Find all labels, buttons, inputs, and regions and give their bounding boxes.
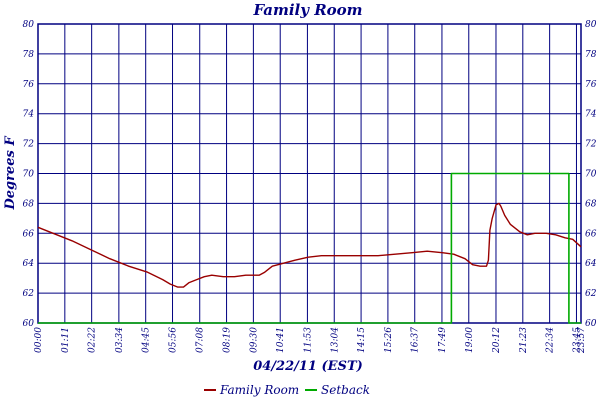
y-tick-label-left: 74: [23, 110, 35, 120]
y-tick-label-right: 66: [585, 229, 597, 239]
x-tick-label: 09:30: [249, 327, 259, 353]
y-tick-label-left: 76: [23, 80, 35, 90]
series-line-family-room: [37, 202, 582, 288]
y-tick-label-right: 64: [585, 259, 597, 269]
y-tick-label-right: 80: [585, 20, 597, 30]
x-tick-label: 15:26: [384, 327, 394, 353]
y-tick-label-left: 68: [23, 199, 35, 209]
y-tick-label-left: 78: [23, 50, 35, 60]
y-tick-label-right: 62: [585, 289, 597, 299]
y-tick-label-left: 80: [23, 20, 35, 30]
y-axis-label: Degrees F: [3, 136, 18, 211]
x-tick-label: 10:41: [276, 327, 286, 353]
x-tick-label: 07:08: [196, 327, 206, 353]
x-axis: 00:00 01:11 02:22 03:34 04:45 05:56 07:08 08:19…: [34, 327, 587, 354]
y-tick-label-left: 70: [23, 170, 35, 180]
y-tick-label-right: 76: [585, 80, 597, 90]
y-tick-label-left: 62: [23, 289, 35, 299]
series-line-setback: [38, 172, 581, 324]
y-tick-label-right: 72: [585, 140, 597, 150]
x-tick-label: 23:57: [577, 327, 587, 354]
x-tick-label: 20:12: [492, 327, 502, 354]
y-tick-label-right: 70: [585, 170, 597, 180]
x-tick-label: 22:34: [546, 327, 556, 354]
y-tick-label-right: 68: [585, 199, 597, 209]
chart-title: Family Room: [252, 1, 362, 19]
x-tick-label: 00:00: [34, 327, 44, 353]
grid: [38, 24, 581, 323]
x-tick-label: 05:56: [169, 327, 179, 353]
x-axis-label: 04/22/11 (EST): [253, 359, 363, 374]
x-tick-label: 17:49: [438, 327, 448, 353]
y-axis-left: 60 62 64 66 68 70 72 74 76 78 80: [23, 20, 35, 329]
x-tick-label: 13:04: [330, 327, 340, 353]
legend: Family Room Setback: [204, 383, 370, 397]
x-tick-label: 11:53: [303, 327, 313, 353]
y-axis-right: 60 62 64 66 68 70 72 74 76 78 80: [585, 20, 597, 329]
y-tick-label-left: 60: [23, 319, 35, 329]
y-tick-label-right: 60: [585, 319, 597, 329]
y-tick-label-left: 64: [23, 259, 35, 269]
x-tick-label: 23:45: [572, 327, 582, 354]
x-tick-label: 03:34: [115, 327, 125, 353]
x-tick-label: 19:00: [465, 327, 475, 353]
y-tick-label-right: 74: [585, 110, 597, 120]
x-tick-label: 16:37: [411, 327, 421, 353]
x-tick-label: 08:19: [223, 327, 233, 353]
x-tick-label: 14:15: [357, 327, 367, 353]
legend-label-family-room: Family Room: [219, 383, 299, 397]
y-tick-label-left: 66: [23, 229, 35, 239]
y-tick-label-left: 72: [23, 140, 35, 150]
x-tick-label: 21:23: [519, 327, 529, 354]
x-tick-label: 02:22: [88, 327, 98, 353]
legend-label-setback: Setback: [321, 383, 370, 397]
y-tick-label-right: 78: [585, 50, 597, 60]
x-tick-label: 01:11: [61, 327, 71, 353]
x-tick-label: 04:45: [142, 327, 152, 353]
series-layer: [37, 172, 582, 324]
